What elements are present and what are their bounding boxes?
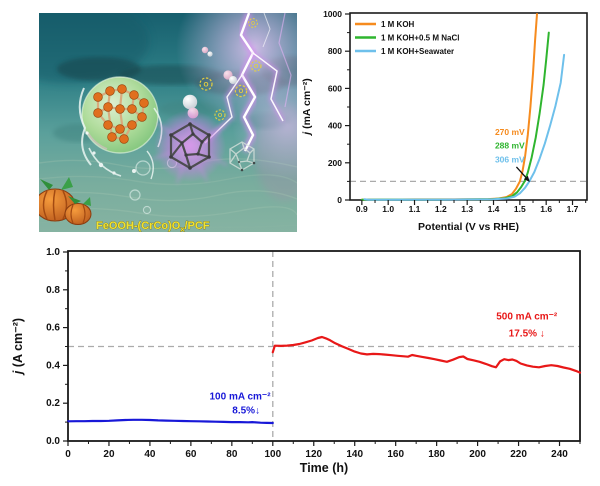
axis-ticks [345,13,587,205]
svg-text:0.9: 0.9 [356,204,368,214]
series-line [66,418,274,425]
svg-text:1.5: 1.5 [514,204,526,214]
svg-text:500 mA cm⁻²: 500 mA cm⁻² [496,311,558,322]
lsv-chart: 0.9 1.0 1.1 1.2 1.3 1.4 1.5 1.6 1.7 0 200 400 600 800… [301,9,588,233]
svg-text:O: O [239,89,244,95]
svg-text:1.1: 1.1 [409,204,421,214]
svg-text:0.6: 0.6 [46,323,60,334]
oxygen-bubble: O [199,77,213,91]
tick-labels: 0 20 40 60 80 100 120 140 160 180 200 220 240 0.0 0.2 0… [46,247,568,460]
data-series [66,335,582,425]
svg-text:306 mV: 306 mV [495,154,525,164]
svg-text:j (A cm⁻²): j (A cm⁻²) [11,318,25,376]
svg-text:1.6: 1.6 [540,204,552,214]
svg-text:1.2: 1.2 [435,204,447,214]
data-series [360,13,566,201]
lightning-icon [176,13,297,180]
svg-text:Potential (V vs RHE): Potential (V vs RHE) [418,221,519,233]
svg-text:240: 240 [551,449,568,460]
photo-label: FeOOH-(CrCo)Ox/PCF [96,220,210,232]
svg-text:400: 400 [328,121,342,131]
underwater-photo: O O O O O [39,13,297,232]
svg-text:1.7: 1.7 [567,204,579,214]
svg-text:100 mA cm⁻²: 100 mA cm⁻² [210,392,272,403]
svg-text:O: O [254,64,259,70]
svg-text:160: 160 [387,449,404,460]
svg-text:200: 200 [328,158,342,168]
oxygen-bubble: O [250,60,262,72]
svg-text:17.5% ↓: 17.5% ↓ [509,328,545,339]
catalyst-sphere [78,76,163,180]
svg-text:1.0: 1.0 [382,204,394,214]
svg-text:O: O [204,81,209,88]
fullerene-cage-icon [152,109,228,184]
svg-text:1.3: 1.3 [461,204,473,214]
svg-text:0.4: 0.4 [46,360,60,371]
oxygen-bubble: O [214,109,226,121]
svg-text:O: O [251,21,255,27]
svg-text:600: 600 [328,83,342,93]
svg-text:288 mV: 288 mV [495,141,525,151]
svg-text:1 M KOH+Seawater: 1 M KOH+Seawater [381,47,454,56]
svg-text:140: 140 [346,449,363,460]
stability-chart: 0 20 40 60 80 100 120 140 160 180 200 220 240 0.0 0.2 0… [11,247,582,475]
annotations: 270 mV 288 mV 306 mV [495,127,530,182]
svg-text:O: O [218,113,223,119]
pumpkin-icon [39,177,92,225]
svg-text:0.0: 0.0 [46,436,60,447]
oxygen-bubble: O [248,18,258,28]
svg-text:120: 120 [305,449,322,460]
svg-text:40: 40 [144,449,156,460]
svg-text:1.4: 1.4 [488,204,500,214]
white-sphere [207,51,213,57]
svg-text:0: 0 [65,449,71,460]
svg-text:270 mV: 270 mV [495,127,525,137]
svg-text:1.0: 1.0 [46,247,60,258]
svg-text:200: 200 [469,449,486,460]
svg-text:1000: 1000 [323,9,342,19]
axis-ticks [63,251,581,446]
series-line [271,335,582,374]
legend: 1 M KOH 1 M KOH+0.5 M NaCl 1 M KOH+Seawate… [355,20,459,56]
svg-text:60: 60 [185,449,197,460]
white-sphere [182,94,198,110]
svg-text:180: 180 [428,449,445,460]
svg-text:0.8: 0.8 [46,285,60,296]
tick-labels: 0.9 1.0 1.1 1.2 1.3 1.4 1.5 1.6 1.7 0 200 400 600 800… [323,9,579,214]
svg-text:80: 80 [226,449,238,460]
svg-text:0: 0 [337,195,342,205]
svg-text:j (mA cm⁻²): j (mA cm⁻²) [301,78,313,137]
svg-text:Time (h): Time (h) [300,461,348,475]
svg-text:8.5%↓: 8.5%↓ [232,405,260,416]
annotations: 100 mA cm⁻² 8.5%↓ 500 mA cm⁻² 17.5% ↓ [210,311,558,416]
oxygen-bubble: O [234,84,248,98]
ghost-cage-icon [229,141,256,172]
annotation-arrow [515,166,527,178]
svg-text:20: 20 [103,449,115,460]
nanocluster-icon [93,84,149,144]
svg-text:100: 100 [264,449,281,460]
svg-text:1 M KOH: 1 M KOH [381,20,415,29]
svg-text:800: 800 [328,46,342,56]
svg-text:220: 220 [510,449,527,460]
svg-text:0.2: 0.2 [46,398,60,409]
reference-lines [68,251,580,441]
pink-sphere [201,46,209,54]
white-sphere [229,76,237,84]
svg-text:1 M KOH+0.5 M NaCl: 1 M KOH+0.5 M NaCl [381,33,459,42]
oxygen-bubbles: O O O O O [199,18,262,121]
series-line [363,53,566,201]
